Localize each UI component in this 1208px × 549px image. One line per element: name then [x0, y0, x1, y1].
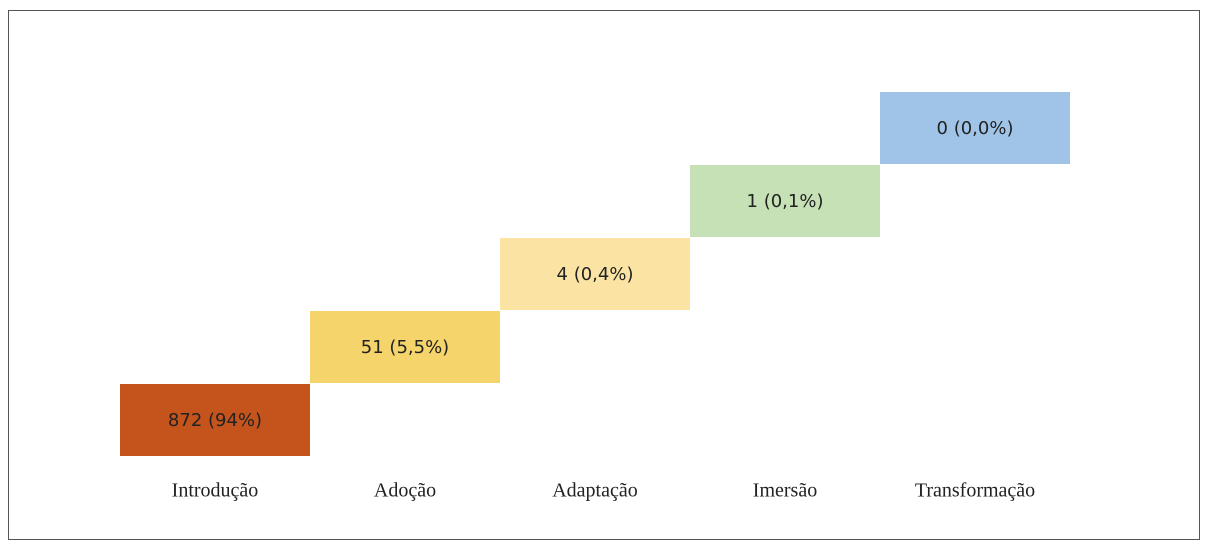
step-label: Imersão — [753, 480, 817, 502]
step-box — [310, 311, 500, 383]
step-box — [690, 165, 880, 237]
frame — [8, 10, 1200, 540]
step-label: Adaptação — [552, 480, 638, 502]
step-value: 1 (0,1%) — [747, 191, 824, 212]
step-box — [120, 384, 310, 456]
step-label: Adoção — [374, 480, 436, 502]
step-value: 0 (0,0%) — [937, 118, 1014, 139]
step-label: Transformação — [915, 480, 1035, 502]
step-box — [880, 92, 1070, 164]
step-value: 4 (0,4%) — [557, 264, 634, 285]
step-label: Introdução — [172, 480, 259, 502]
step-value: 51 (5,5%) — [361, 337, 449, 358]
step-value: 872 (94%) — [168, 410, 262, 431]
step-box — [500, 238, 690, 310]
